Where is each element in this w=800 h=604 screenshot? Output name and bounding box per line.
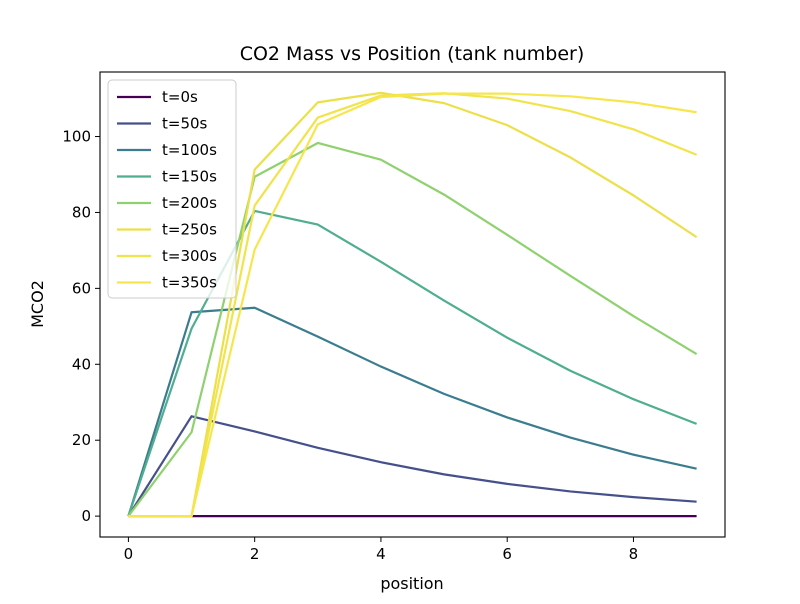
legend-label: t=50s bbox=[162, 115, 208, 133]
legend-label: t=200s bbox=[162, 194, 217, 212]
series-line-t-350s bbox=[128, 92, 697, 518]
legend-label: t=300s bbox=[162, 247, 217, 265]
y-tick-label: 80 bbox=[72, 203, 91, 221]
x-tick-label: 0 bbox=[124, 545, 134, 563]
y-axis-label: MCO2 bbox=[28, 280, 47, 328]
x-tick-label: 4 bbox=[376, 545, 386, 563]
x-axis-label: position bbox=[380, 574, 443, 593]
x-tick-label: 6 bbox=[502, 545, 512, 563]
legend-items: t=0s t=50s t=100s t=150s t=200s t=250s t=300s t… bbox=[117, 88, 217, 292]
y-tick-label: 20 bbox=[72, 431, 91, 449]
y-tick-label: 0 bbox=[81, 507, 91, 525]
chart-title: CO2 Mass vs Position (tank number) bbox=[240, 43, 585, 65]
series-line-t-100s bbox=[127, 306, 697, 517]
plot-area: 0 2 4 6 8 0 20 40 60 80 100 bbox=[62, 71, 726, 563]
series-line-t-250s bbox=[128, 91, 698, 518]
y-tick-label: 100 bbox=[62, 128, 91, 146]
legend: t=0s t=50s t=100s t=150s t=200s t=250s t=300s t… bbox=[107, 79, 237, 299]
y-axis-ticks: 0 20 40 60 80 100 bbox=[62, 128, 100, 525]
legend-label: t=0s bbox=[162, 88, 198, 106]
legend-label: t=350s bbox=[162, 274, 217, 292]
x-tick-label: 8 bbox=[629, 545, 639, 563]
series-line-t-200s bbox=[127, 141, 698, 517]
x-tick-label: 2 bbox=[250, 545, 260, 563]
legend-box bbox=[107, 79, 237, 299]
series-line-t-50s bbox=[127, 415, 697, 517]
y-tick-label: 60 bbox=[72, 279, 91, 297]
legend-label: t=150s bbox=[162, 168, 217, 186]
y-tick-label: 40 bbox=[72, 355, 91, 373]
legend-label: t=100s bbox=[162, 141, 217, 159]
legend-label: t=250s bbox=[162, 221, 217, 239]
x-axis-ticks: 0 2 4 6 8 bbox=[124, 537, 639, 563]
axes-frame bbox=[99, 71, 726, 538]
